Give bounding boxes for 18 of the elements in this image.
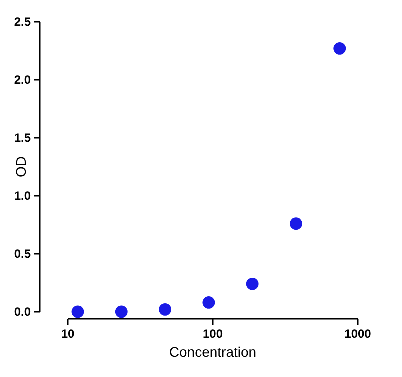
point	[334, 42, 346, 55]
point	[159, 303, 172, 316]
point	[290, 218, 302, 230]
x-tick-label: 100	[202, 327, 224, 341]
y-tick-label: 2.5	[14, 15, 32, 30]
y-tick-label: 0.5	[14, 247, 32, 262]
y-tick-label: 2.0	[14, 73, 32, 88]
y-tick-label: 0.0	[14, 305, 32, 320]
x-tick-label: 1000	[344, 327, 372, 341]
point	[202, 296, 216, 309]
y-tick-label: 1.5	[14, 131, 32, 146]
point	[72, 306, 84, 318]
point	[246, 278, 259, 290]
x-tick-label: 10	[61, 327, 75, 341]
x-axis-title: Concentration	[169, 344, 257, 360]
point	[115, 306, 128, 318]
y-tick-label: 1.0	[14, 189, 32, 204]
y-axis-title: OD	[13, 156, 29, 178]
